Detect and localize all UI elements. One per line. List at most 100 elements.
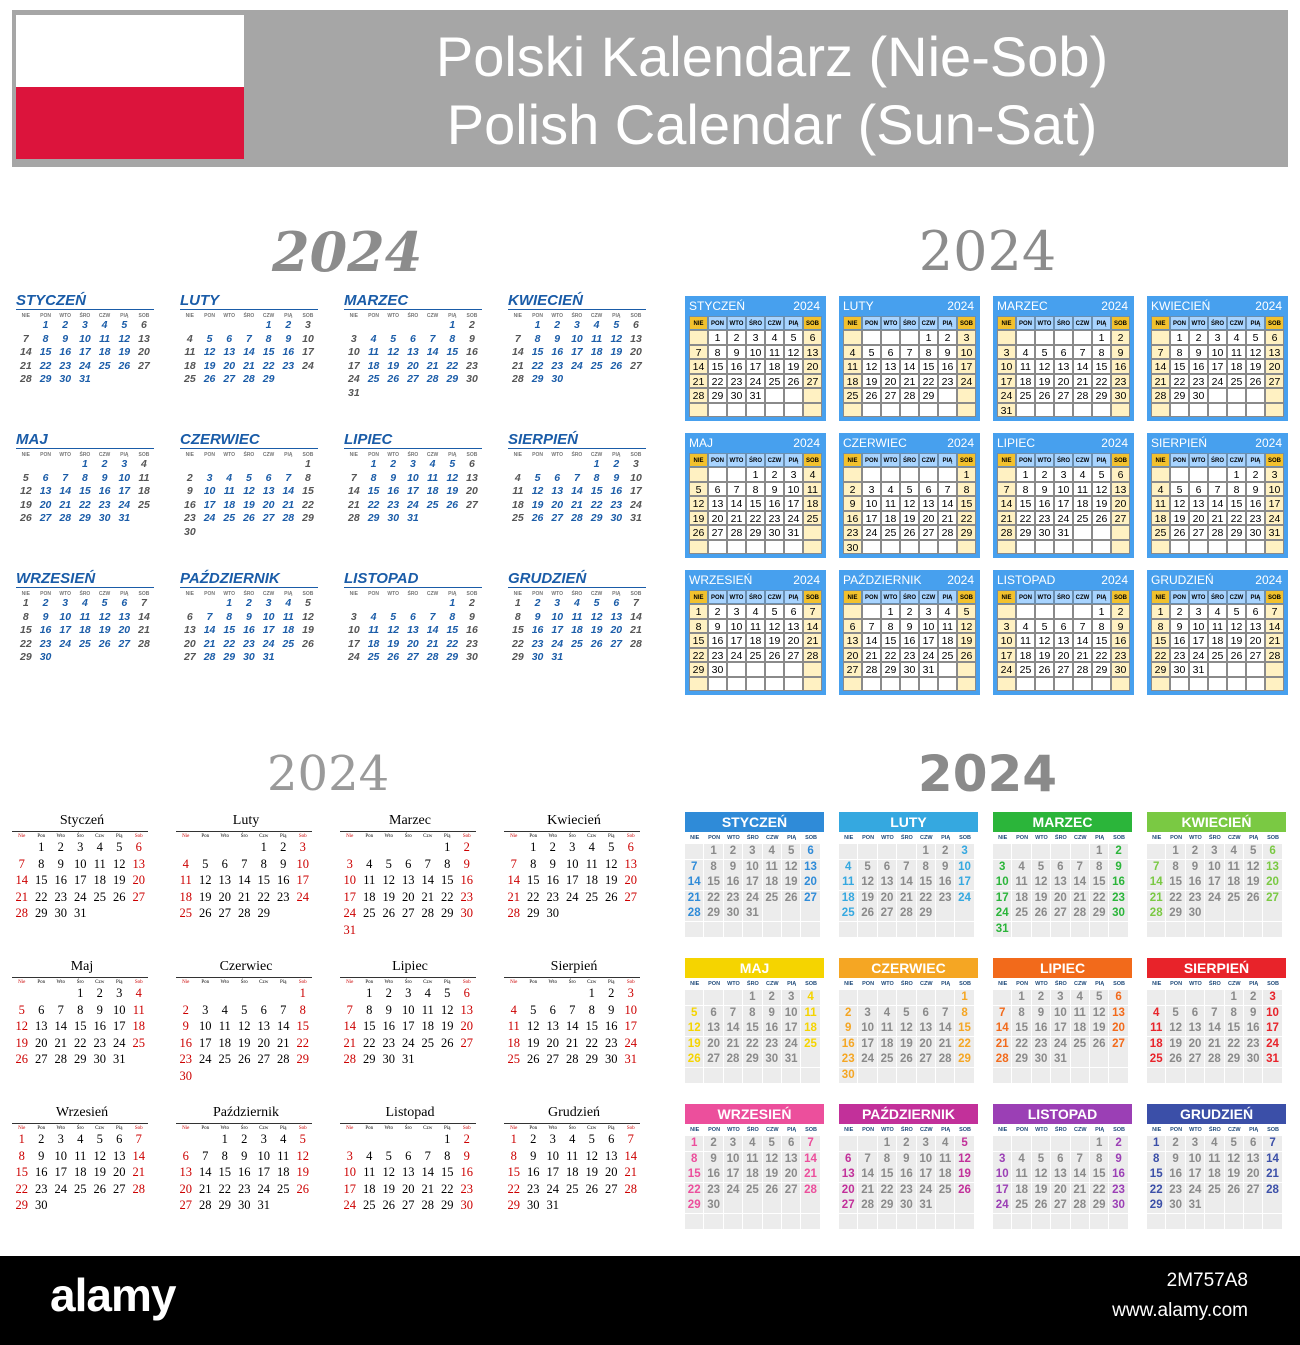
day-cell: 18 — [218, 1035, 232, 1050]
weekday-label: PIĄ — [1246, 316, 1265, 330]
day-cell — [129, 905, 149, 922]
week-row: 31 — [997, 402, 1130, 417]
day-cell: 18 — [566, 1165, 579, 1179]
day-cell — [383, 597, 403, 611]
day-cell: 8 — [305, 471, 311, 484]
day-cell: 27 — [402, 906, 415, 920]
day-cell — [997, 467, 1016, 482]
day-cell: 22 — [590, 498, 603, 511]
day-cell: 6 — [1054, 618, 1073, 633]
weekday-label: CZW — [765, 453, 784, 467]
day-cell: 24 — [1189, 647, 1208, 662]
day-cell: 2 — [765, 467, 784, 482]
weekday-label: ŚRO — [746, 316, 765, 330]
month-11: Listopad Nie Pon Wto Śro Czw Pią Sob 1 2 3 4 5 6 7 8 9 10… — [340, 1104, 480, 1244]
day-cell: 20 — [801, 875, 821, 890]
day-cell — [1208, 676, 1227, 691]
day-cell — [1170, 402, 1189, 417]
day-cell: 26 — [1246, 373, 1265, 388]
day-cell — [1073, 402, 1092, 417]
day-cell: 20 — [704, 1036, 724, 1052]
day-cell: 15 — [877, 1167, 898, 1182]
day-cell: 23 — [282, 359, 295, 372]
weekday-label: WTO — [881, 1127, 894, 1133]
day-cell: 31 — [993, 921, 1013, 937]
day-cell: 15 — [302, 485, 314, 497]
day-cell: 14 — [1073, 359, 1092, 374]
day-cell: 10 — [862, 496, 881, 511]
day-cell: 24 — [118, 498, 131, 511]
day-cell: 8 — [704, 859, 724, 875]
day-cell: 23 — [277, 889, 290, 904]
day-cell — [1263, 1213, 1283, 1229]
day-cell — [881, 467, 900, 482]
day-cell: 15 — [527, 873, 540, 887]
day-cell: 30 — [527, 1198, 540, 1212]
month-header: CZERWIEC — [839, 958, 978, 978]
week-row: 28 29 30 31 — [344, 512, 482, 526]
day-cell: 8 — [510, 1148, 517, 1163]
day-cell: 13 — [1263, 859, 1283, 875]
weekday-label: WTO — [727, 1127, 740, 1133]
day-cell — [196, 985, 216, 1002]
day-cell: 27 — [1243, 1182, 1264, 1198]
day-cell: 4 — [569, 1132, 576, 1146]
weekday-label: Sob — [134, 1126, 143, 1131]
week-row: 13 14 15 16 17 18 19 — [176, 1164, 316, 1181]
day-cell — [344, 319, 364, 333]
day-cell: 13 — [784, 618, 803, 633]
day-cell — [298, 526, 318, 540]
day-cell — [801, 1067, 821, 1083]
day-cell: 25 — [1205, 1182, 1225, 1198]
day-cell: 1 — [1089, 844, 1110, 859]
day-cell: 11 — [138, 471, 150, 484]
day-cell: 13 — [179, 1165, 193, 1179]
day-cell: 27 — [466, 498, 478, 511]
weekday-label: ŚRO — [407, 591, 419, 597]
day-cell: 24 — [624, 1035, 638, 1050]
day-cell — [955, 906, 975, 921]
weekday-label: PIĄ — [1249, 1127, 1259, 1133]
day-cell: 31 — [348, 386, 360, 399]
day-cell: 4 — [101, 319, 108, 331]
day-cell — [957, 539, 976, 554]
day-cell: 25 — [367, 373, 380, 385]
day-cell: 2 — [554, 319, 561, 331]
day-cell: 30 — [1243, 1052, 1264, 1067]
day-cell: 8 — [444, 1148, 451, 1163]
month-5: Maj Nie Pon Wto Śro Czw Pią Sob 1 2 3 4 5 6 7 8 9 10 11 12 1… — [12, 958, 152, 1098]
day-cell: 24 — [203, 512, 216, 524]
day-cell: 28 — [238, 906, 251, 920]
weekday-label: SOB — [302, 591, 314, 597]
week-row: 25 26 27 28 29 — [176, 905, 316, 922]
month-name: LISTOPAD — [997, 573, 1056, 587]
weekday-header: NIE PON WTO ŚRO CZW PIĄ SOB — [997, 316, 1130, 330]
weekday-label: CZW — [590, 313, 603, 319]
day-cell — [129, 1051, 149, 1068]
day-cell: 27 — [39, 512, 52, 524]
day-cell: 18 — [367, 359, 380, 372]
week-row: 17 18 19 20 21 22 23 — [340, 889, 480, 906]
day-cell — [504, 985, 524, 1002]
day-cell: 21 — [132, 1165, 146, 1179]
month-divider — [504, 1123, 640, 1124]
day-cell — [1147, 990, 1167, 1005]
month-name: Luty — [232, 813, 260, 828]
weekday-label: Sob — [462, 1126, 471, 1131]
day-cell: 29 — [1012, 1052, 1032, 1067]
weekday-label: NIE — [844, 981, 854, 987]
day-cell: 25 — [881, 525, 900, 540]
day-cell: 14 — [801, 1151, 821, 1167]
weekday-label: NIE — [185, 452, 195, 458]
month-year: 2024 — [793, 436, 820, 450]
day-cell: 19 — [382, 889, 396, 904]
week-row: 25 26 27 28 29 — [843, 388, 976, 403]
day-cell: 2 — [1166, 1136, 1186, 1151]
day-cell: 7 — [1070, 859, 1090, 875]
day-cell: 23 — [1189, 373, 1208, 388]
day-cell: 9 — [613, 471, 620, 484]
